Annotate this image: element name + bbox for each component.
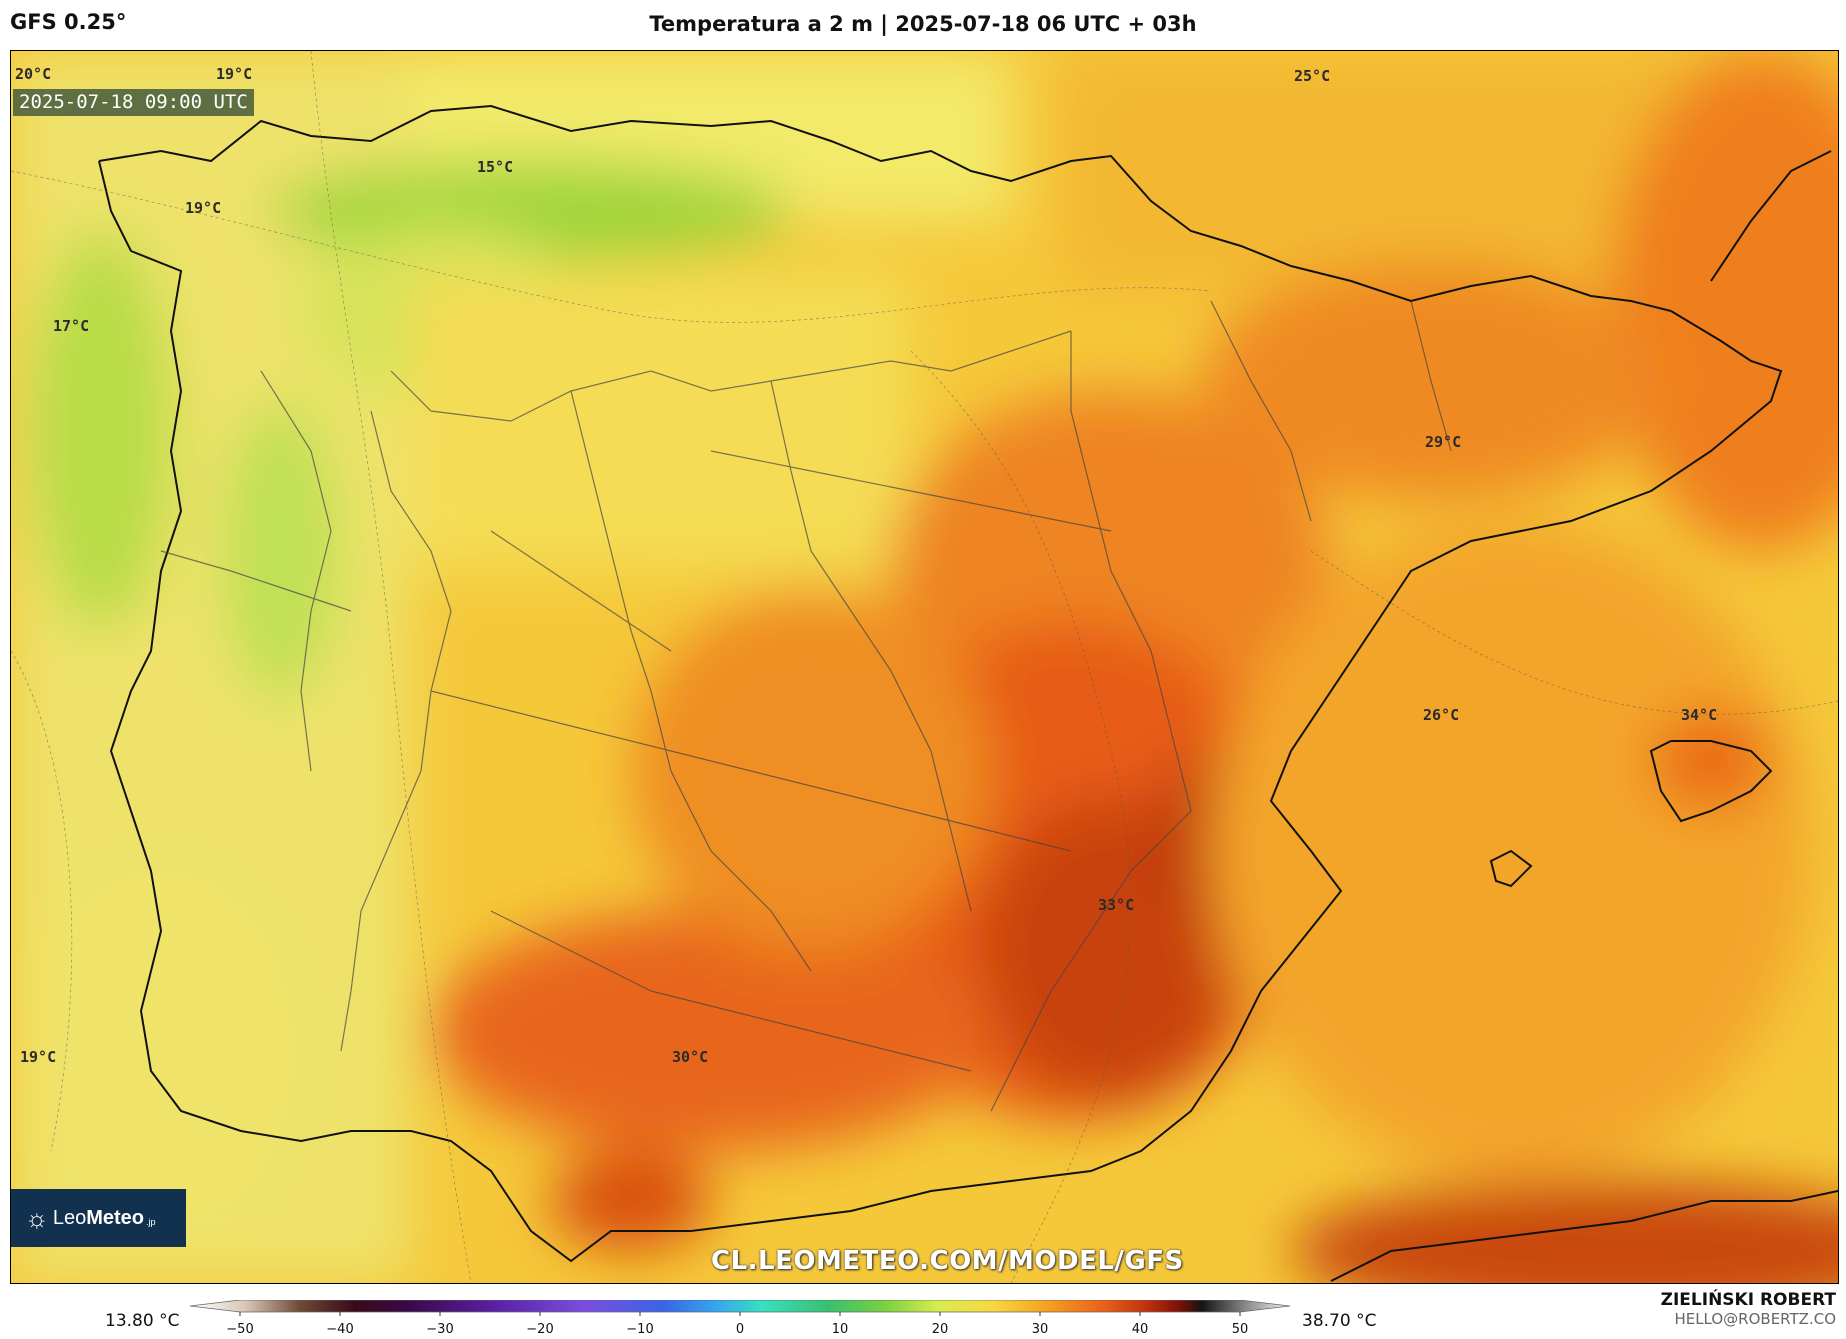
colorbar-tick-label: 30 [1032, 1322, 1049, 1337]
colorbar-tick-label: 20 [932, 1322, 949, 1337]
temp-label: 33°C [1098, 896, 1135, 914]
contour-lines [11, 51, 1838, 1283]
chart-title: Temperatura a 2 m | 2025-07-18 06 UTC + … [649, 12, 1197, 36]
model-name: GFS 0.25° [10, 10, 127, 34]
map-canvas [11, 51, 1838, 1283]
colorbar-tick-label: 50 [1232, 1322, 1249, 1337]
logo-text-b: Meteo [86, 1206, 145, 1229]
temp-label: 17°C [53, 317, 90, 335]
colorbar-gradient [190, 1300, 1290, 1313]
colorbar-tick-label: 10 [832, 1322, 849, 1337]
valid-time-badge: 2025-07-18 09:00 UTC [13, 89, 254, 116]
colorbar-tick-label: 40 [1132, 1322, 1149, 1337]
temp-label: 25°C [1294, 67, 1331, 85]
author-email[interactable]: HELLO@ROBERTZ.CO [1674, 1310, 1836, 1328]
colorbar: −50 −40 −30 −20 −10 0 10 20 30 40 50 [190, 1300, 1290, 1337]
temp-label: 26°C [1423, 706, 1460, 724]
colorbar-tick-label: −10 [626, 1322, 653, 1337]
sun-icon: ☼ [25, 1202, 49, 1233]
colorbar-tick-label: 0 [736, 1322, 744, 1337]
source-watermark: CL.LEOMETEO.COM/MODEL/GFS [711, 1246, 1184, 1276]
author-name: ZIELIŃSKI ROBERT [1660, 1290, 1836, 1310]
temp-label: 30°C [672, 1048, 709, 1066]
colorbar-tick-label: −30 [426, 1322, 453, 1337]
logo-text-a: Leo [52, 1206, 87, 1229]
colorbar-min-label: 13.80 °C [105, 1311, 180, 1331]
temp-label: 19°C [185, 199, 222, 217]
colorbar-tick-label: −40 [326, 1322, 353, 1337]
temp-label: 19°C [20, 1048, 57, 1066]
colorbar-max-label: 38.70 °C [1302, 1311, 1377, 1331]
temp-label: 29°C [1425, 433, 1462, 451]
colorbar-tick-label: −20 [526, 1322, 553, 1337]
temperature-shading [11, 51, 1838, 1283]
temp-label: 20°C [15, 65, 52, 83]
colorbar-ticks: −50 −40 −30 −20 −10 0 10 20 30 40 50 [226, 1312, 1248, 1337]
temp-label: 34°C [1681, 706, 1718, 724]
logo-suffix: .jp [146, 1217, 156, 1227]
temp-label: 19°C [216, 65, 253, 83]
coastline [98, 104, 1838, 1282]
author-credit: ZIELIŃSKI ROBERT HELLO@ROBERTZ.CO [1661, 1290, 1836, 1328]
leometeo-logo[interactable]: ☼ Leo Meteo .jp [11, 1189, 186, 1247]
temp-label: 15°C [477, 158, 514, 176]
temperature-map[interactable]: 2025-07-18 09:00 UTC 20°C 19°C 19°C 17°C… [10, 50, 1839, 1284]
colorbar-tick-label: −50 [226, 1322, 253, 1337]
region-borders [160, 300, 1452, 1112]
